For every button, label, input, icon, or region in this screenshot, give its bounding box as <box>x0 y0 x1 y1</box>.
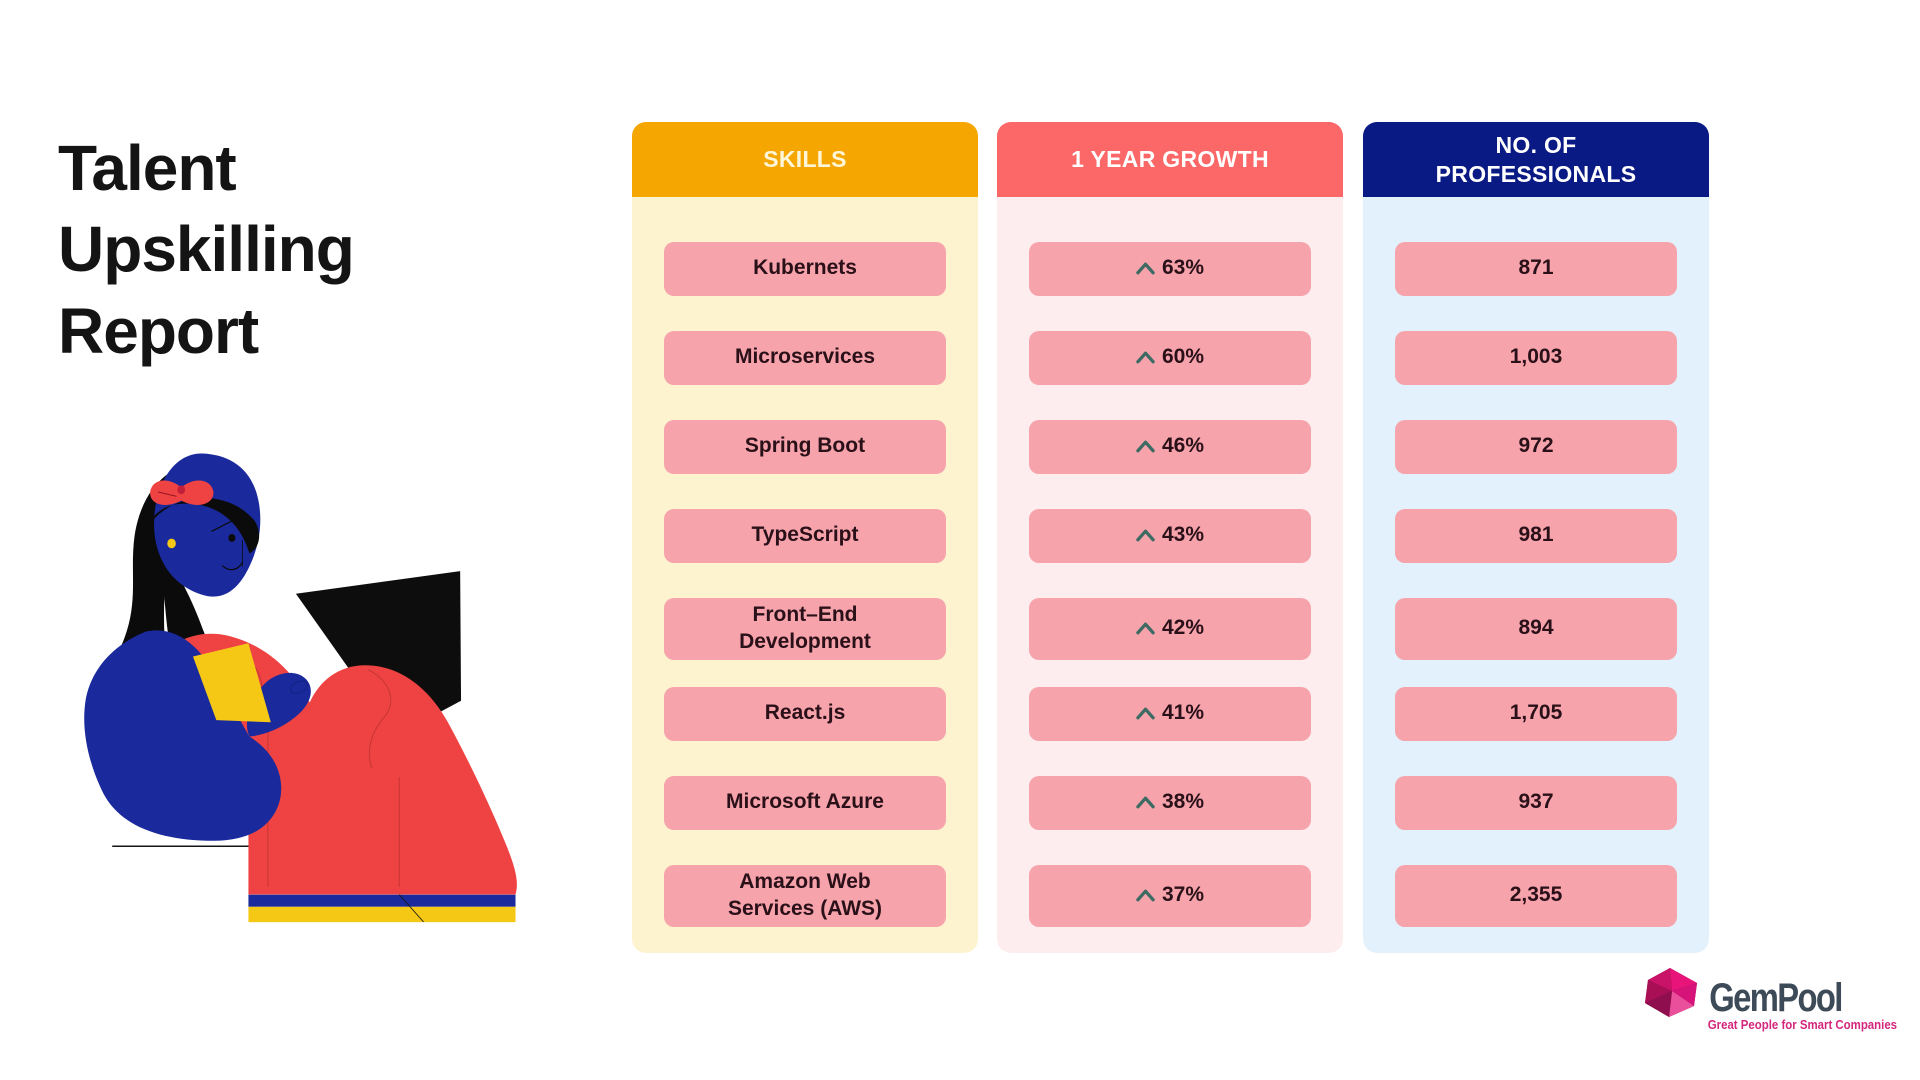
svg-text:GemPool: GemPool <box>1709 975 1841 1020</box>
svg-text:Great People for Smart Compani: Great People for Smart Companies <box>1708 1017 1897 1032</box>
